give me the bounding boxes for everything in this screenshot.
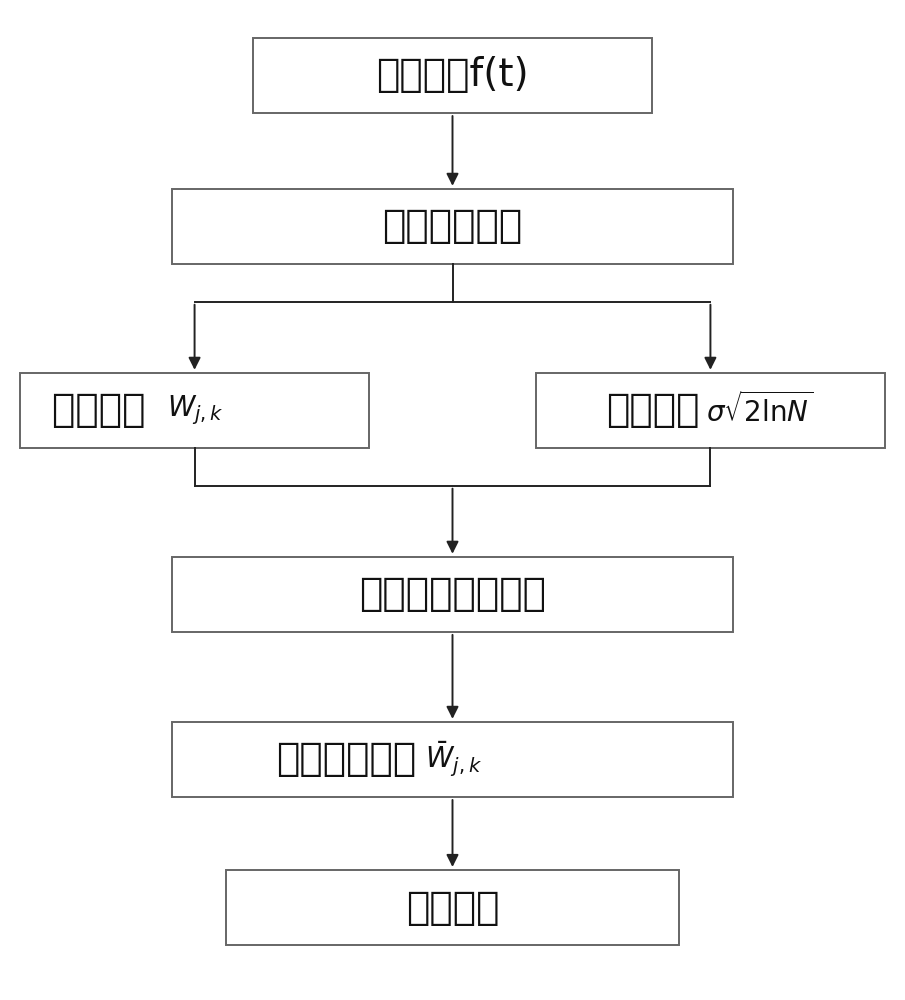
FancyBboxPatch shape [172,557,733,632]
Text: 去噪信号: 去噪信号 [405,889,500,927]
Text: 新的小波系数: 新的小波系数 [276,740,416,778]
Text: 正交小波分解: 正交小波分解 [383,207,522,245]
Text: $W_{j,k}$: $W_{j,k}$ [167,394,224,427]
FancyBboxPatch shape [20,373,369,448]
Text: 原始信号f(t): 原始信号f(t) [376,56,529,94]
Text: 改进小波阈值函数: 改进小波阈值函数 [359,575,546,613]
FancyBboxPatch shape [172,189,733,264]
FancyBboxPatch shape [253,38,652,113]
Text: $\sigma\sqrt{2\mathrm{ln}N}$: $\sigma\sqrt{2\mathrm{ln}N}$ [706,392,813,428]
FancyBboxPatch shape [536,373,885,448]
FancyBboxPatch shape [172,722,733,797]
Text: $\bar{W}_{j,k}$: $\bar{W}_{j,k}$ [425,740,482,779]
FancyBboxPatch shape [226,870,679,945]
Text: 计算阈值: 计算阈值 [606,391,700,429]
Text: 小波系数: 小波系数 [52,391,158,429]
